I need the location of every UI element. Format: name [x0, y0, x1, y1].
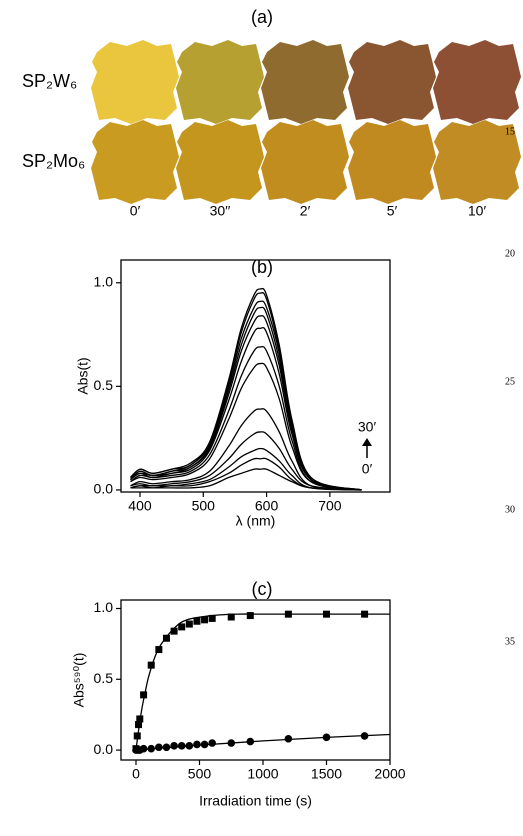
row-label: SP₂W₆ [22, 71, 77, 91]
circle-marker [284, 734, 293, 743]
column-label: 30′′ [210, 203, 231, 219]
circle-marker [193, 740, 201, 749]
square-marker [185, 620, 193, 628]
data-line [135, 613, 390, 751]
line-number: 15 [505, 126, 515, 137]
chart-title: (b) [251, 257, 273, 277]
square-marker [162, 634, 170, 642]
powder-sample [348, 40, 436, 124]
circle-marker [155, 743, 163, 752]
data-line [130, 431, 362, 491]
x-tick-label: 400 [128, 498, 152, 514]
x-tick-label: 500 [192, 498, 216, 514]
circle-marker [208, 739, 216, 747]
data-line [130, 345, 362, 491]
x-tick-label: 0 [132, 766, 140, 782]
chart-title: (c) [252, 579, 273, 599]
square-marker [135, 721, 143, 729]
x-tick-label: 2000 [374, 766, 405, 782]
y-tick-label: 0.5 [94, 670, 114, 686]
square-marker [227, 613, 235, 621]
data-line [130, 362, 362, 491]
arrow-head [362, 438, 372, 446]
square-marker [178, 623, 186, 631]
data-line [130, 457, 362, 491]
square-marker [246, 612, 254, 620]
plot-frame [120, 599, 391, 761]
line-number: 25 [505, 376, 515, 387]
data-line [130, 315, 362, 491]
x-tick-label: 600 [255, 498, 279, 514]
powder-sample [348, 120, 436, 204]
data-line [130, 292, 362, 491]
panel-label: (a) [251, 7, 273, 27]
column-label: 10′ [468, 203, 487, 219]
x-tick-label: 1000 [247, 766, 278, 782]
line-number: 20 [505, 248, 515, 259]
powder-sample [91, 40, 179, 124]
x-tick-label: 700 [318, 498, 342, 514]
y-tick-label: 0.0 [94, 481, 114, 497]
powder-sample [91, 120, 179, 204]
powder-samples [91, 40, 521, 204]
row-label: SP₂Mo₆ [22, 151, 85, 171]
data-line [130, 326, 362, 491]
data-line [130, 408, 362, 491]
plot-frame [120, 259, 391, 493]
powder-sample [433, 40, 521, 124]
circle-marker [139, 744, 148, 753]
annotation: 0′ [362, 461, 373, 477]
circle-marker [170, 742, 178, 750]
square-marker [140, 691, 148, 699]
data-line [135, 733, 390, 751]
square-marker [208, 614, 216, 622]
x-axis-label: Irradiation time (s) [199, 793, 312, 809]
y-tick-label: 1.0 [94, 273, 114, 289]
x-axis-label: λ (nm) [236, 513, 276, 529]
y-tick-label: 0.0 [94, 741, 114, 757]
x-tick-label: 1500 [311, 766, 342, 782]
powder-sample [176, 120, 264, 204]
square-marker [170, 627, 178, 635]
column-label: 5′ [387, 203, 398, 219]
square-marker [193, 617, 201, 625]
line-number: 30 [505, 504, 515, 515]
powder-sample [261, 40, 349, 124]
line-number: 35 [505, 636, 515, 647]
x-tick-label: 500 [188, 766, 212, 782]
square-marker [201, 616, 209, 624]
column-label: 0′ [130, 203, 141, 219]
y-axis-label: Abs⁵⁹⁰(t) [71, 653, 87, 708]
annotation: 30′ [358, 419, 377, 435]
column-label: 2′ [300, 203, 311, 219]
square-marker [147, 661, 155, 669]
data-line [130, 447, 362, 491]
data-line [130, 300, 362, 491]
y-tick-label: 1.0 [94, 599, 114, 615]
y-axis-label: Abs(t) [75, 357, 91, 394]
powder-sample [176, 40, 264, 124]
y-tick-label: 0.5 [94, 377, 114, 393]
powder-sample [261, 120, 349, 204]
data-line [130, 287, 362, 491]
